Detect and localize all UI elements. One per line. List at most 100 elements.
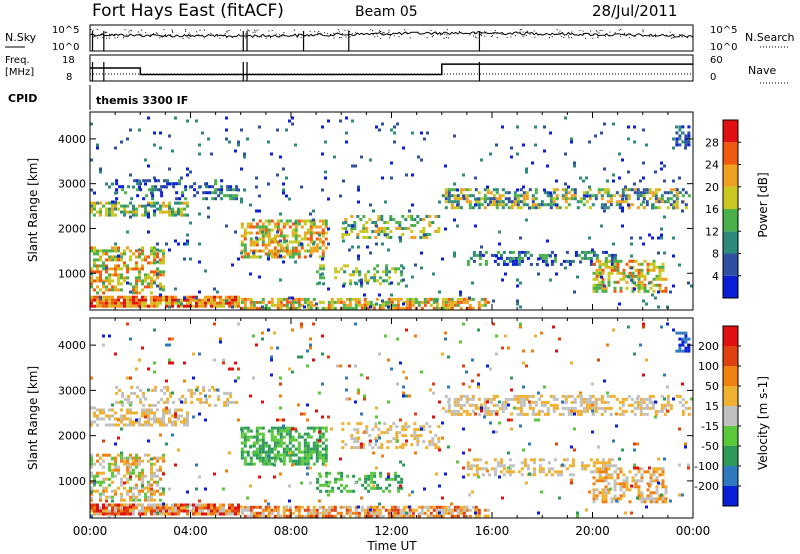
heatmap-cell [386, 227, 390, 230]
heatmap-cell [315, 456, 319, 460]
heatmap-cell [645, 143, 648, 147]
heatmap-cell [273, 456, 277, 460]
heatmap-cell [322, 264, 326, 268]
heatmap-cell [658, 268, 662, 272]
heatmap-cell [141, 474, 144, 478]
heatmap-cell [364, 273, 368, 277]
heatmap-cell [432, 306, 436, 310]
heatmap-cell [159, 131, 162, 135]
heatmap-cell [564, 197, 568, 201]
heatmap-cell [315, 302, 318, 306]
heatmap-cell [121, 391, 125, 395]
heatmap-cell [214, 179, 218, 183]
heatmap-cell [240, 435, 244, 439]
velocity-frame [89, 317, 694, 519]
heatmap-cell [102, 298, 105, 302]
noise-search-point [338, 31, 340, 33]
heatmap-cell [426, 508, 430, 512]
heatmap-cell [246, 306, 250, 310]
heatmap-cell [297, 505, 301, 509]
heatmap-cell [153, 489, 156, 493]
heatmap-cell [156, 201, 159, 205]
heatmap-cell [297, 456, 301, 460]
heatmap-cell [416, 443, 420, 447]
heatmap-cell [642, 406, 646, 410]
noise-search-point [378, 30, 380, 32]
heatmap-cell [601, 470, 605, 474]
heatmap-cell [462, 511, 466, 515]
heatmap-cell [163, 385, 167, 389]
heatmap-cell [93, 411, 96, 415]
heatmap-cell [240, 453, 244, 457]
heatmap-cell [255, 231, 259, 235]
heatmap-cell [174, 503, 177, 507]
heatmap-cell [520, 259, 524, 263]
heatmap-cell [483, 409, 487, 413]
heatmap-cell [398, 431, 402, 435]
heatmap-cell [157, 188, 161, 192]
noise-search-point [294, 29, 295, 31]
heatmap-cell [318, 511, 322, 515]
heatmap-cell [499, 253, 503, 257]
noise-search-point [219, 37, 221, 39]
heatmap-cell [510, 418, 513, 422]
heatmap-cell [156, 284, 159, 288]
heatmap-cell [642, 322, 645, 326]
heatmap-cell [471, 206, 475, 210]
heatmap-cell [648, 188, 652, 192]
heatmap-cell [410, 443, 414, 447]
heatmap-cell [267, 462, 271, 466]
heatmap-cell [365, 221, 369, 224]
heatmap-cell [129, 128, 132, 132]
heatmap-cell [404, 425, 408, 429]
heatmap-cell [255, 243, 259, 247]
heatmap-cell [552, 203, 556, 207]
heatmap-cell [555, 203, 558, 207]
heatmap-cell [171, 391, 174, 395]
heatmap-cell [372, 451, 375, 455]
heatmap-cell [363, 508, 367, 512]
heatmap-cell [645, 203, 649, 207]
heatmap-cell [99, 408, 102, 412]
heatmap-cell [645, 188, 649, 192]
heatmap-cell [384, 300, 388, 304]
heatmap-cell [232, 188, 236, 192]
heatmap-cell [681, 194, 685, 198]
noise-search-point [492, 35, 493, 37]
heatmap-cell [96, 506, 99, 510]
heatmap-cell [592, 488, 596, 492]
heatmap-cell [270, 237, 274, 241]
heatmap-cell [401, 434, 405, 438]
heatmap-cell [380, 230, 384, 233]
colorbar-swatch [723, 466, 738, 486]
heatmap-cell [410, 215, 414, 218]
heatmap-cell [237, 188, 240, 192]
heatmap-cell [619, 488, 623, 492]
heatmap-cell [553, 470, 557, 474]
heatmap-cell [267, 505, 271, 509]
heatmap-cell [495, 403, 499, 407]
heatmap-cell [297, 447, 301, 451]
heatmap-cell [398, 224, 402, 227]
heatmap-cell [633, 448, 636, 452]
noise-search-point [317, 32, 319, 34]
heatmap-cell [594, 403, 598, 407]
heatmap-cell [375, 224, 378, 228]
heatmap-cell [246, 297, 250, 301]
heatmap-cell [115, 385, 119, 389]
heatmap-cell [663, 403, 667, 407]
heatmap-cell [264, 459, 268, 463]
heatmap-cell [441, 496, 444, 500]
heatmap-cell [261, 249, 265, 253]
heatmap-cell [312, 297, 316, 301]
heatmap-cell [393, 505, 397, 509]
heatmap-cell [105, 270, 108, 274]
heatmap-cell [664, 488, 668, 492]
heatmap-cell [130, 391, 134, 395]
heatmap-cell [474, 188, 478, 192]
heatmap-cell [466, 464, 470, 468]
heatmap-cell [120, 459, 123, 463]
heatmap-cell [270, 373, 273, 377]
heatmap-cell [126, 295, 129, 299]
heatmap-cell [410, 236, 414, 239]
